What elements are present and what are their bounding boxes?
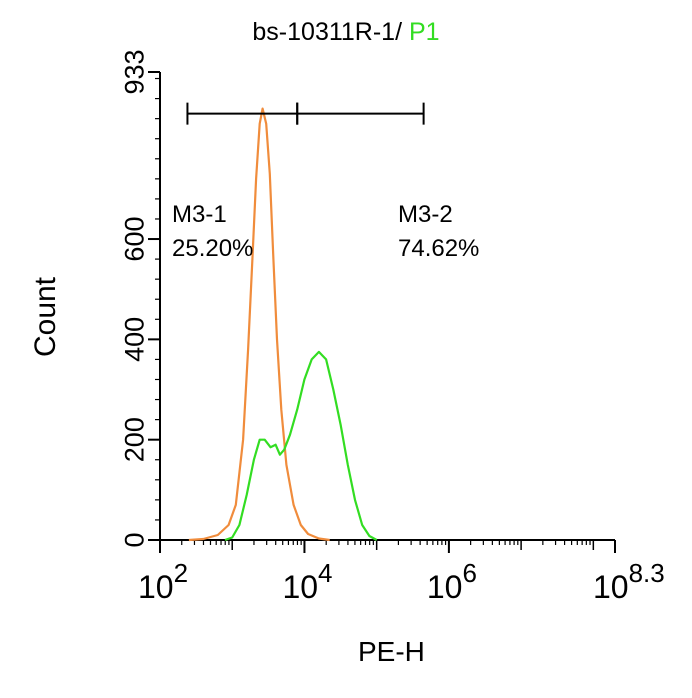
marker-label: M3-1 <box>172 201 227 228</box>
marker-label: M3-2 <box>398 201 453 228</box>
y-tick-label: 200 <box>119 417 149 462</box>
chart-title-gate: P1 <box>409 18 440 46</box>
marker-percent: 74.62% <box>398 235 479 262</box>
chart-title: bs-10311R-1/ P1 <box>0 18 692 47</box>
series-control <box>188 107 330 542</box>
y-tick-label: 400 <box>119 317 149 362</box>
y-tick-label: 933 <box>119 49 149 94</box>
y-tick-label: 0 <box>119 532 149 547</box>
y-tick-label: 600 <box>119 217 149 262</box>
chart-title-separator: / <box>395 18 409 46</box>
x-tick-label: 106 <box>427 558 477 605</box>
series-bs-10311R-1 <box>224 350 378 542</box>
marker-percent: 25.20% <box>172 235 253 262</box>
chart-title-sample: bs-10311R-1 <box>252 18 396 46</box>
x-axis-label: PE-H <box>358 636 425 667</box>
x-tick-label: 102 <box>138 558 188 605</box>
x-tick-label: 108.3 <box>593 558 665 605</box>
x-tick-label: 104 <box>282 558 332 605</box>
